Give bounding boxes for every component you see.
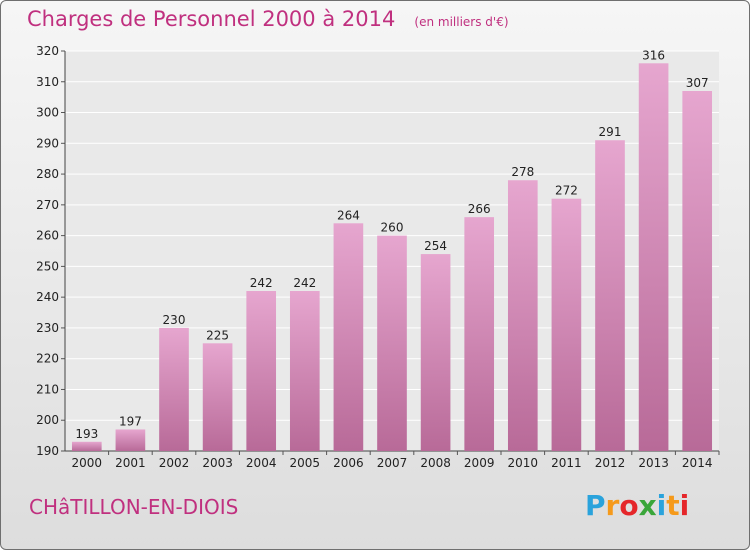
logo-letter: x [638,489,657,522]
x-tick-label: 2009 [464,456,495,470]
data-label: 266 [468,202,491,216]
data-label: 307 [686,76,709,90]
logo-letter: P [585,489,606,522]
bar [202,343,233,451]
bar [115,429,146,451]
bar [507,180,538,451]
logo-letter: i [679,489,690,522]
data-label: 242 [250,276,273,290]
x-tick-label: 2000 [72,456,103,470]
bar [71,441,102,451]
data-label: 254 [424,239,447,253]
bar [595,140,625,451]
y-tick-label: 210 [36,382,59,396]
x-tick-label: 2012 [595,456,626,470]
bar [420,254,451,451]
bar [551,198,582,451]
data-label: 230 [163,313,186,327]
data-label: 225 [206,328,229,342]
commune-name: CHâTILLON-EN-DIOIS [29,495,239,519]
bar [333,223,364,451]
y-tick-label: 250 [36,259,59,273]
bar [159,327,189,451]
x-tick-label: 2010 [508,456,539,470]
x-tick-label: 2002 [159,456,190,470]
x-tick-label: 2006 [333,456,364,470]
x-tick-label: 2008 [420,456,451,470]
y-tick-label: 260 [36,229,59,243]
data-label: 316 [642,48,665,62]
data-label: 193 [75,427,98,441]
logo-letter: t [666,489,680,522]
y-tick-label: 270 [36,198,59,212]
logo-letter: o [619,489,639,522]
y-tick-label: 310 [36,75,59,89]
x-tick-label: 2003 [202,456,233,470]
bar [289,291,320,451]
y-tick-label: 240 [36,290,59,304]
chart-unit: (en milliers d'€) [414,15,509,29]
logo-letter: r [605,489,620,522]
proxiti-logo: Proxiti [585,489,689,522]
x-tick-label: 2005 [290,456,321,470]
data-label: 278 [511,165,534,179]
y-tick-label: 190 [36,444,59,458]
y-tick-label: 320 [36,44,59,58]
logo-letter: i [656,489,667,522]
bar [377,235,407,451]
y-tick-label: 200 [36,413,59,427]
x-tick-label: 2011 [551,456,582,470]
data-label: 272 [555,184,578,198]
y-tick-label: 290 [36,136,59,150]
bar [682,91,713,451]
data-label: 291 [599,125,622,139]
data-label: 264 [337,208,360,222]
bar [638,63,669,452]
y-tick-label: 230 [36,321,59,335]
bar-chart: 190 200 210 220 230 240 250 260 270 280 290 300 310 3… [36,44,720,470]
x-tick-label: 2014 [682,456,713,470]
y-tick-label: 280 [36,167,59,181]
x-tick-label: 2007 [377,456,408,470]
bar [246,291,277,451]
x-tick-label: 2004 [246,456,277,470]
x-tick-label: 2013 [638,456,669,470]
data-label: 197 [119,414,142,428]
x-tick-label: 2001 [115,456,146,470]
data-label: 242 [293,276,316,290]
bar [464,217,495,451]
y-tick-label: 220 [36,352,59,366]
chart-title: Charges de Personnel 2000 à 2014 [27,7,396,31]
chart-header: Charges de Personnel 2000 à 2014 (en mil… [27,7,509,31]
data-label: 260 [381,221,404,235]
y-tick-label: 300 [36,106,59,120]
